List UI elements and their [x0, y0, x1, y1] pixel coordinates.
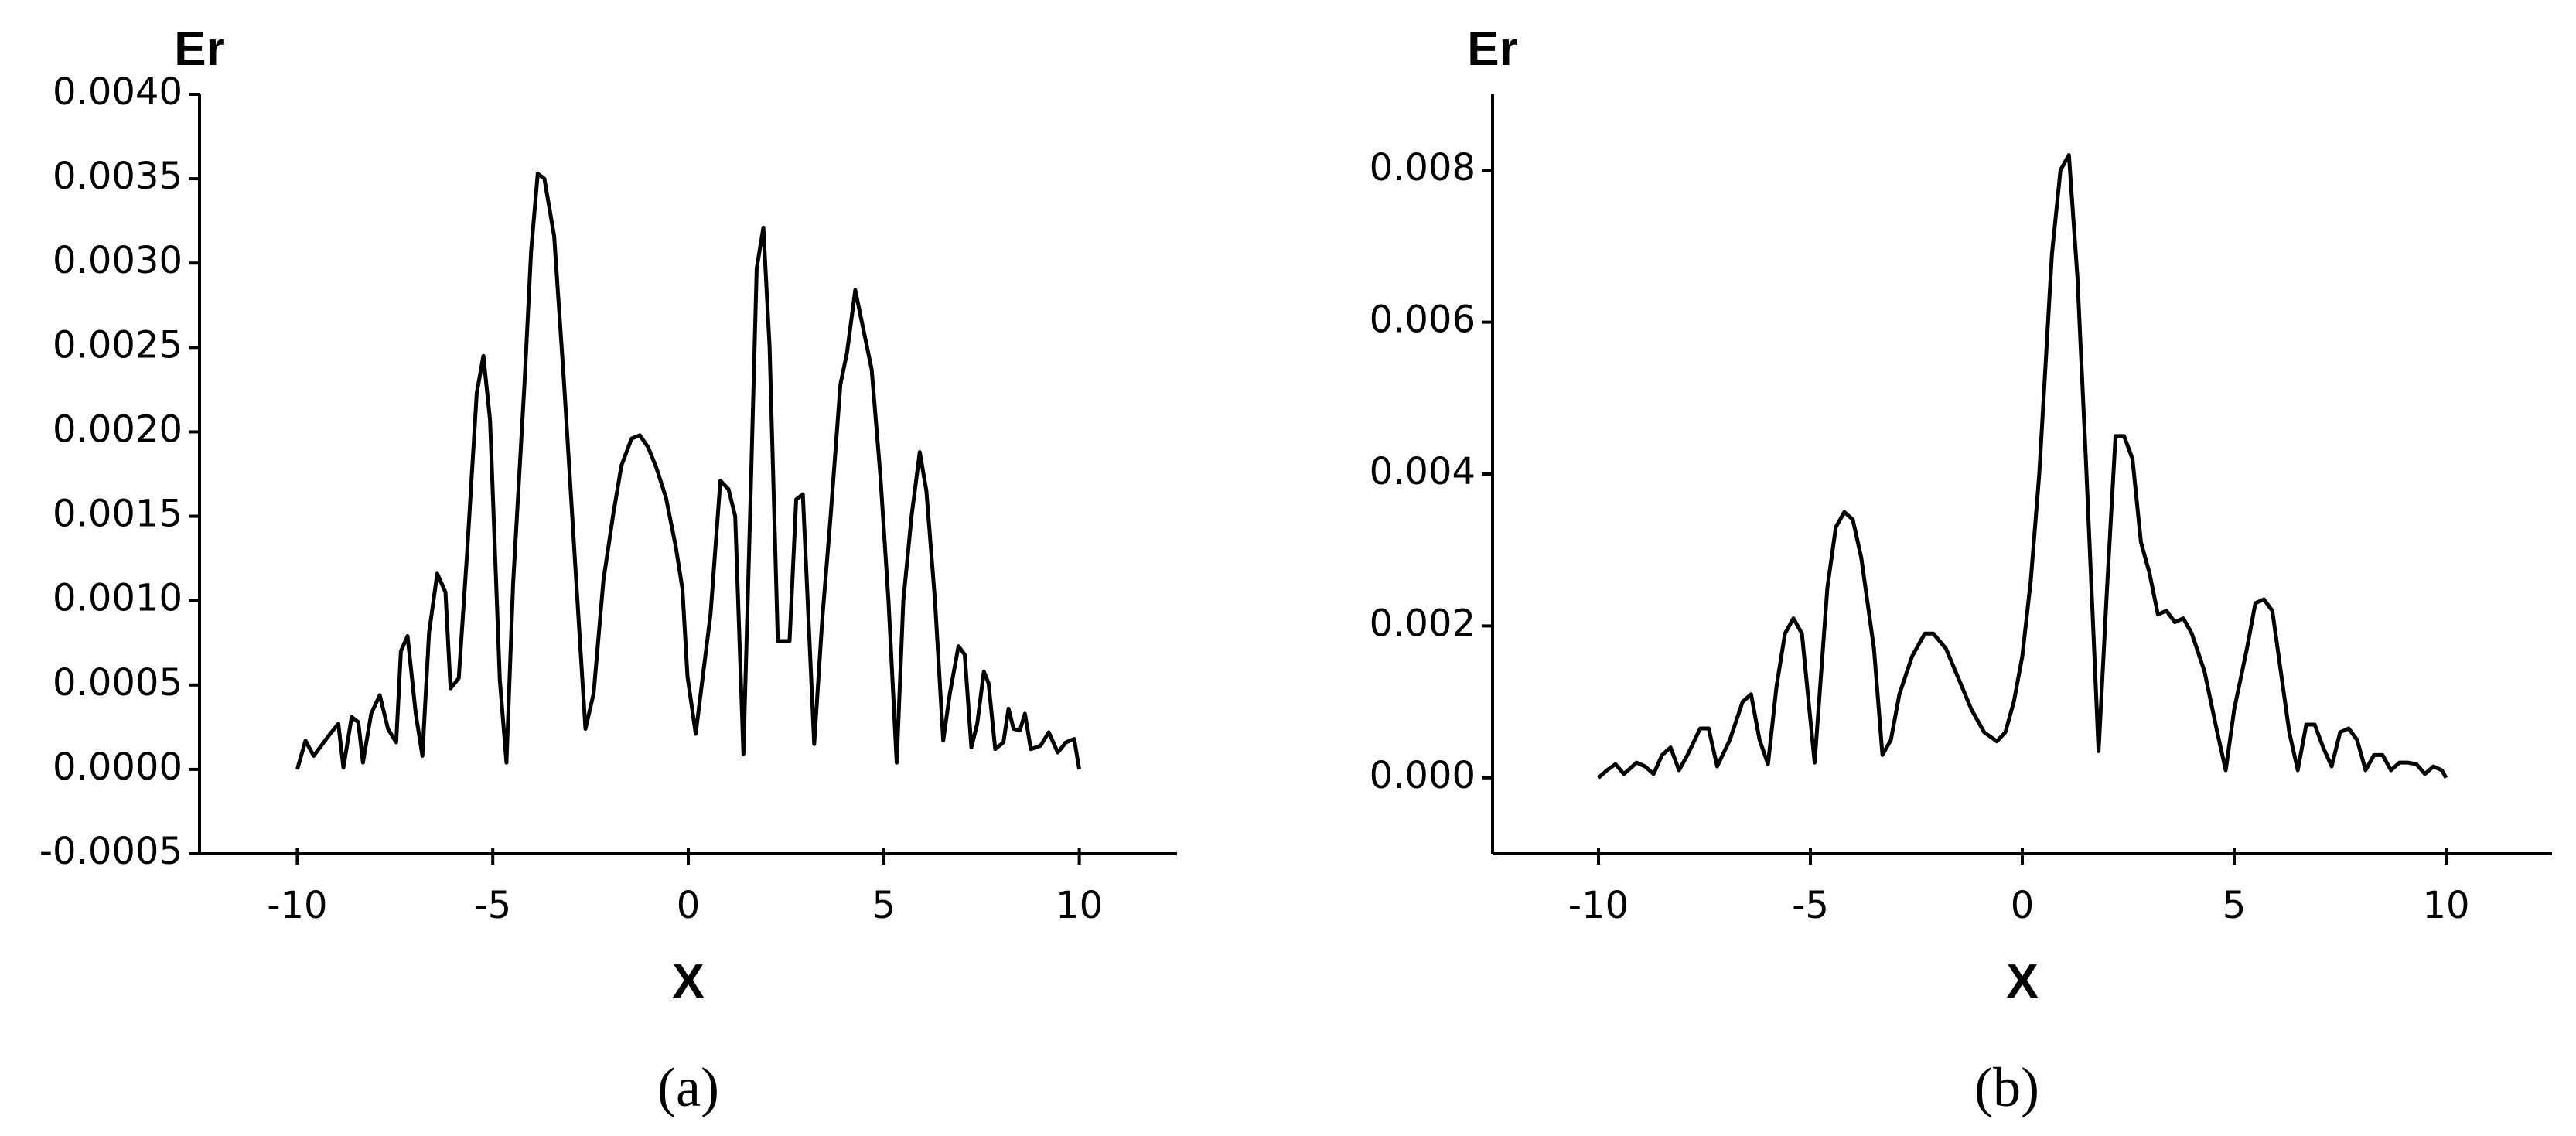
y-axis-label: Er: [174, 22, 224, 76]
x-tick-label: -10: [1568, 884, 1629, 927]
y-tick-label: 0.0005: [53, 661, 183, 704]
y-axis-label: Er: [1467, 22, 1517, 76]
y-tick-label: 0.004: [1370, 450, 1476, 493]
x-tick-label: 10: [1056, 884, 1103, 927]
x-tick-label: 0: [2011, 884, 2035, 927]
y-tick-label: 0.0030: [53, 239, 183, 282]
y-tick-label: 0.0000: [53, 745, 183, 789]
panel-caption: (b): [1974, 1056, 2039, 1118]
y-tick-label: 0.000: [1370, 754, 1476, 797]
data-line: [295, 172, 1082, 770]
x-axis-label: X: [2006, 955, 2038, 1008]
x-tick-label: -5: [474, 884, 511, 927]
y-tick-label: 0.0025: [53, 323, 183, 367]
y-tick-label: -0.0005: [39, 830, 183, 873]
x-tick-label: -5: [1792, 884, 1829, 927]
chart-panel: -0.0005 0.0000 0.0005 0.0010 0.0015 0.0020 0.0…: [39, 22, 1177, 1118]
y-tick-label: 0.0035: [53, 155, 183, 198]
data-line: [1597, 153, 2448, 780]
y-tick-label: 0.002: [1370, 602, 1476, 645]
x-tick-label: 5: [872, 884, 896, 927]
x-axis-label: X: [672, 955, 704, 1008]
panel-caption: (a): [657, 1056, 719, 1118]
y-tick-label: 0.0040: [53, 70, 183, 114]
x-tick-label: 10: [2422, 884, 2469, 927]
y-tick-label: 0.008: [1370, 146, 1476, 189]
y-tick-label: 0.0015: [53, 493, 183, 536]
y-tick-label: 0.006: [1370, 298, 1476, 342]
x-tick-label: 5: [2223, 884, 2247, 927]
y-tick-label: 0.0020: [53, 408, 183, 451]
x-tick-label: 0: [677, 884, 701, 927]
x-tick-label: -10: [267, 884, 327, 927]
y-tick-label: 0.0010: [53, 577, 183, 620]
chart-panel: 0.000 0.002 0.004 0.006 0.008 -10 -5 0 5 10 Er X (b): [1370, 22, 2552, 1118]
